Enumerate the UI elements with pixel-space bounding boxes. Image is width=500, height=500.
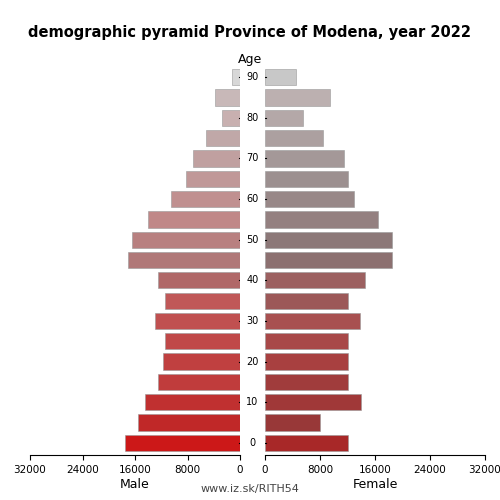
Text: Age: Age [238,52,262,66]
Bar [138,414,240,430]
Bar [206,130,240,146]
Bar [265,170,347,187]
Text: 60: 60 [246,194,258,204]
Text: 20: 20 [246,356,258,366]
Bar [265,374,347,390]
Bar [265,313,360,329]
Bar [265,292,347,309]
Bar [164,292,240,309]
Bar [265,191,354,207]
Text: 70: 70 [246,154,258,164]
Bar [265,333,347,349]
Bar [265,272,364,288]
Bar [193,150,240,166]
Bar [154,313,240,329]
Bar [222,110,240,126]
Bar [265,232,392,248]
Bar [164,333,240,349]
Bar [215,90,240,106]
Bar [265,150,344,166]
Bar [148,212,240,228]
Bar [162,354,240,370]
Text: www.iz.sk/RITH54: www.iz.sk/RITH54 [200,484,300,494]
Bar [232,69,240,86]
Bar [145,394,240,410]
Text: demographic pyramid Province of Modena, year 2022: demographic pyramid Province of Modena, … [28,25,471,40]
Bar [265,414,320,430]
Text: 90: 90 [246,72,258,82]
Text: 80: 80 [246,113,258,123]
Bar [265,252,392,268]
Bar [265,130,324,146]
Bar [265,110,303,126]
Bar [265,212,378,228]
Bar [265,434,347,451]
Bar [186,170,240,187]
Bar [265,90,330,106]
Bar [125,434,240,451]
Bar [158,374,240,390]
Bar [128,252,240,268]
Bar [171,191,240,207]
Bar [132,232,240,248]
Text: 10: 10 [246,397,258,407]
X-axis label: Male: Male [120,478,150,490]
Text: 40: 40 [246,276,258,285]
Bar [265,69,296,86]
Bar [265,394,361,410]
Bar [265,354,347,370]
Text: 50: 50 [246,234,258,244]
Bar [158,272,240,288]
Text: 0: 0 [250,438,256,448]
X-axis label: Female: Female [352,478,398,490]
Text: 30: 30 [246,316,258,326]
